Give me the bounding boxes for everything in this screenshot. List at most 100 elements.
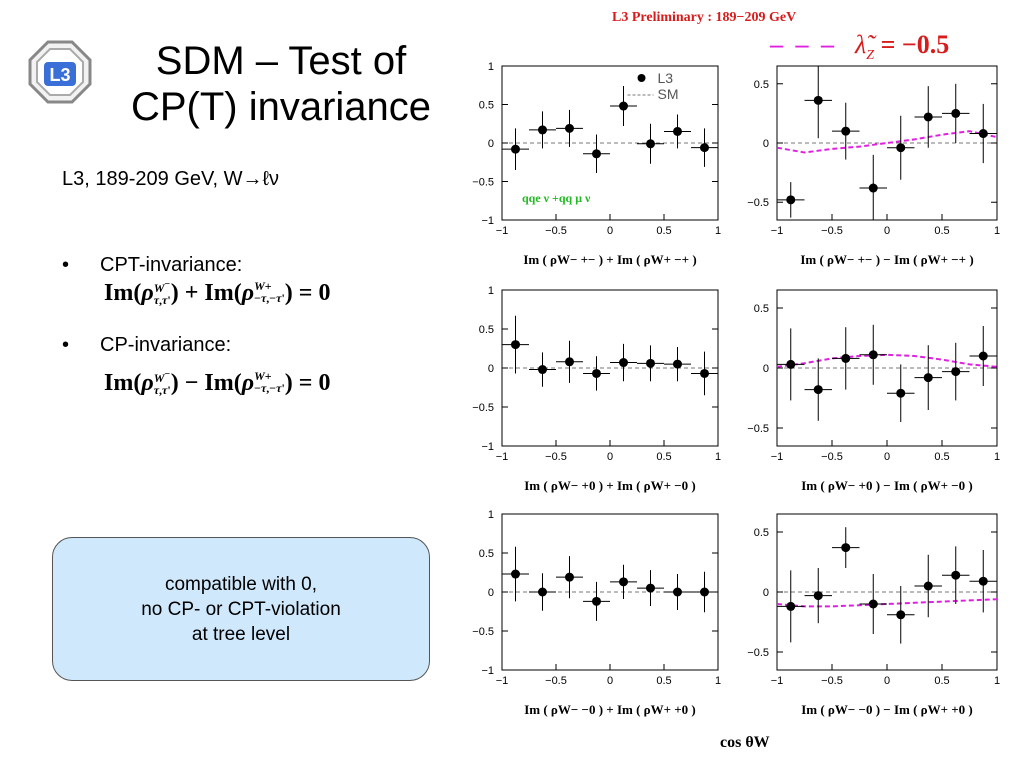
data-point: [868, 183, 878, 193]
data-point: [923, 373, 933, 383]
x-tick-label: 1: [715, 451, 721, 463]
data-point: [978, 129, 988, 139]
model-curve: [776, 130, 998, 154]
data-point: [700, 587, 709, 597]
x-tick-label: 0.5: [934, 225, 949, 237]
x-tick-label: −0.5: [545, 225, 567, 237]
x-tick-label: 1: [715, 675, 721, 687]
data-point: [841, 126, 851, 136]
cp-operator: −: [184, 370, 199, 396]
x-tick-label: 0: [884, 225, 890, 237]
y-tick-label: 0: [763, 138, 769, 150]
data-point: [951, 108, 961, 118]
x-tick-label: −0.5: [821, 451, 843, 463]
y-tick-label: 1: [488, 285, 494, 297]
data-point: [813, 95, 823, 105]
data-point: [619, 577, 628, 587]
data-point: [565, 572, 574, 582]
data-point: [896, 143, 906, 153]
x-tick-label: 1: [994, 451, 1000, 463]
chart-panel-left-1: −1 −0.5 0 0.5 1 −1 −0.5 0 0.5 1 Im ( ρW− +0 ) + Im…: [472, 285, 721, 493]
data-point: [646, 139, 655, 149]
data-point: [511, 569, 520, 579]
plot-frame: [776, 65, 998, 221]
data-point: [565, 123, 574, 133]
global-x-axis-label: cos θW: [720, 734, 770, 751]
conclusion-callout: compatible with 0, no CP- or CPT-violati…: [52, 537, 430, 681]
data-point: [786, 359, 796, 369]
data-point: [868, 599, 878, 609]
data-point: [841, 543, 851, 553]
lambda-value: = −0.5: [880, 30, 950, 59]
data-point: [673, 359, 682, 369]
model-curve: [776, 598, 998, 608]
data-point: [786, 195, 796, 205]
x-tick-label: 0: [884, 451, 890, 463]
plot-frame: [776, 289, 998, 447]
bullet-cpt-label: CPT-invariance:: [100, 254, 243, 276]
data-point: [673, 126, 682, 136]
x-tick-label: 0: [607, 451, 613, 463]
x-tick-label: −1: [771, 225, 784, 237]
legend-entry: SM: [658, 86, 679, 102]
data-point: [538, 365, 547, 375]
x-tick-label: 1: [715, 225, 721, 237]
bullet-symbol: •: [62, 334, 70, 356]
x-tick-label: −0.5: [821, 225, 843, 237]
data-point: [841, 353, 851, 363]
bullet-cp-label: CP-invariance:: [100, 334, 232, 356]
plot-frame: [776, 513, 998, 671]
title-line-2: CP(T) invariance: [130, 85, 432, 129]
x-tick-label: 0: [607, 225, 613, 237]
x-tick-label: 0.5: [656, 451, 671, 463]
data-point: [813, 385, 823, 395]
x-tick-label: 0.5: [934, 451, 949, 463]
y-tick-label: −0.5: [747, 197, 769, 209]
x-axis-label: Im ( ρW− +− ) + Im ( ρW+ −+ ): [523, 252, 696, 267]
data-point: [951, 570, 961, 580]
data-point: [951, 367, 961, 377]
data-point: [923, 112, 933, 122]
chart-header-preliminary: L3 Preliminary : 189−209 GeV: [612, 10, 797, 25]
cp-formula: Im(ρ W− τ,τ') − Im(ρ W+ −τ,−τ') = 0: [104, 368, 331, 397]
y-tick-label: 0: [763, 363, 769, 375]
x-tick-label: 0.5: [934, 675, 949, 687]
y-tick-label: −1: [481, 215, 494, 227]
callout-line-3: at tree level: [191, 623, 291, 645]
data-point: [673, 587, 682, 597]
x-tick-label: −1: [496, 451, 509, 463]
x-tick-label: 0: [607, 675, 613, 687]
data-point: [592, 149, 601, 159]
y-tick-label: −0.5: [472, 177, 494, 189]
data-point: [565, 357, 574, 367]
data-point: [700, 143, 709, 153]
logo-text: L3: [49, 65, 70, 85]
x-axis-label: Im ( ρW− +− ) − Im ( ρW+ −+ ): [800, 252, 973, 267]
chart-panel-right-0: −0.5 0 0.5 −1 −0.5 0 0.5 1 Im ( ρW− +− ) − Im ( …: [747, 65, 1000, 267]
y-tick-label: 1: [488, 509, 494, 521]
y-tick-label: 0: [488, 363, 494, 375]
data-point: [813, 591, 823, 601]
chart-panel-right-1: −0.5 0 0.5 −1 −0.5 0 0.5 1 Im ( ρW− +0 ) − Im ( …: [747, 289, 1000, 493]
cp-rhs: = 0: [298, 370, 331, 396]
data-point: [896, 388, 906, 398]
data-point: [978, 576, 988, 586]
bullet-symbol: •: [62, 254, 70, 276]
chart-panel-right-2: −0.5 0 0.5 −1 −0.5 0 0.5 1 Im ( ρW− −0 ) − Im ( …: [747, 513, 1000, 717]
y-tick-label: 0.5: [479, 100, 494, 112]
bullet-cp: • CP-invariance:: [62, 334, 231, 357]
cpt-rhs: = 0: [298, 280, 331, 306]
data-point: [896, 610, 906, 620]
data-point: [592, 596, 601, 606]
y-tick-label: 0: [763, 587, 769, 599]
x-axis-label: Im ( ρW− −0 ) + Im ( ρW+ +0 ): [524, 702, 696, 717]
y-tick-label: −0.5: [472, 402, 494, 414]
x-axis-label: Im ( ρW− +0 ) − Im ( ρW+ −0 ): [801, 478, 973, 493]
y-tick-label: −1: [481, 441, 494, 453]
y-tick-label: 0: [488, 138, 494, 150]
bullet-cpt: • CPT-invariance:: [62, 254, 242, 277]
subtitle: L3, 189-209 GeV, W→ℓν: [62, 168, 279, 190]
y-tick-label: −0.5: [747, 647, 769, 659]
y-tick-label: 0.5: [754, 303, 769, 315]
